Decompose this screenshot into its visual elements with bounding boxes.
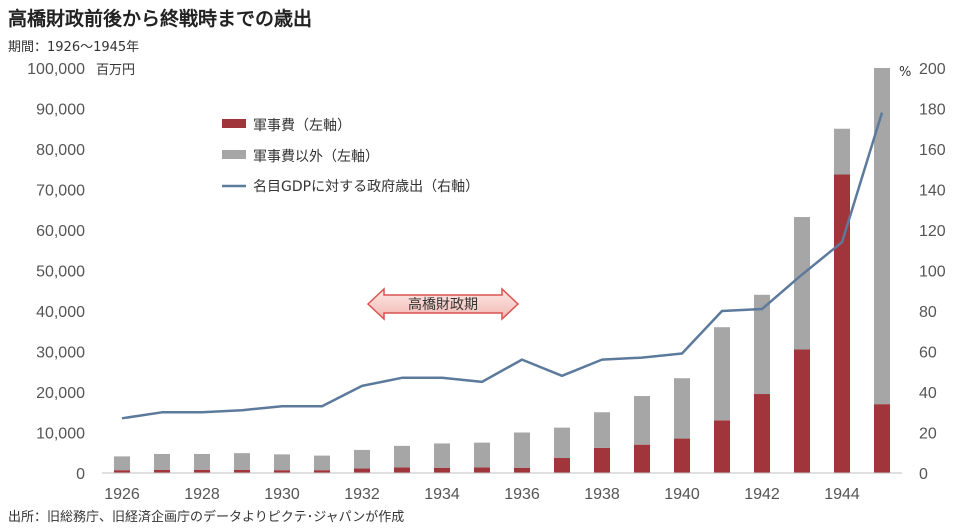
- bar-military-1929: [234, 469, 250, 473]
- chart-period: 期間：1926～1945年: [8, 40, 140, 55]
- bar-military-1941: [714, 420, 730, 473]
- left-tick-label: 40,000: [36, 304, 85, 321]
- left-tick-label: 50,000: [36, 264, 85, 281]
- bar-military-1928: [194, 469, 210, 473]
- takahashi-period-arrow: 高橋財政期: [366, 287, 520, 321]
- legend-label-non-military: 軍事費以外（左軸）: [253, 149, 379, 165]
- right-tick-label: 60: [919, 345, 937, 362]
- bar-non-military-1931: [314, 455, 330, 471]
- left-unit-label: 百万円: [96, 63, 135, 78]
- left-tick-label: 30,000: [36, 345, 85, 362]
- right-tick-label: 20: [919, 426, 937, 443]
- left-tick-label: 20,000: [36, 385, 85, 402]
- bar-non-military-1944: [834, 128, 850, 175]
- x-tick-label: 1934: [424, 486, 460, 503]
- bar-non-military-1943: [794, 217, 810, 350]
- x-tick-label: 1926: [104, 486, 140, 503]
- bar-military-1933: [394, 467, 410, 473]
- bar-military-1940: [674, 438, 690, 473]
- bar-military-1935: [474, 467, 490, 473]
- bar-non-military-1926: [114, 456, 130, 471]
- right-unit-label: %: [899, 65, 911, 80]
- bar-military-1937: [554, 458, 570, 473]
- legend-swatch-non-military: [222, 150, 246, 159]
- x-tick-label: 1940: [664, 486, 700, 503]
- right-tick-label: 180: [919, 102, 946, 119]
- bar-non-military-1932: [354, 449, 370, 469]
- bar-non-military-1930: [274, 454, 290, 471]
- left-tick-label: 60,000: [36, 223, 85, 240]
- bar-non-military-1935: [474, 442, 490, 468]
- bar-military-1934: [434, 467, 450, 473]
- x-tick-label: 1936: [504, 486, 540, 503]
- bar-non-military-1939: [634, 396, 650, 445]
- x-tick-label: 1932: [344, 486, 380, 503]
- right-tick-label: 40: [919, 385, 937, 402]
- bar-military-1943: [794, 349, 810, 473]
- left-tick-label: 70,000: [36, 183, 85, 200]
- legend-swatch-military: [222, 119, 246, 128]
- right-tick-label: 0: [919, 466, 928, 483]
- bar-military-1936: [514, 467, 530, 473]
- x-tick-label: 1942: [744, 486, 780, 503]
- bar-non-military-1937: [554, 427, 570, 459]
- left-tick-label: 80,000: [36, 142, 85, 159]
- bar-military-1938: [594, 447, 610, 473]
- bar-non-military-1929: [234, 453, 250, 470]
- bar-non-military-1933: [394, 445, 410, 468]
- right-tick-label: 80: [919, 304, 937, 321]
- bar-military-1930: [274, 470, 290, 473]
- bar-non-military-1938: [594, 412, 610, 448]
- right-tick-label: 200: [919, 61, 946, 78]
- bar-military-1926: [114, 470, 130, 473]
- x-tick-label: 1944: [824, 486, 860, 503]
- bar-non-military-1936: [514, 432, 530, 468]
- legend-label-military: 軍事費（左軸）: [253, 118, 351, 134]
- bar-non-military-1941: [714, 327, 730, 421]
- left-tick-label: 90,000: [36, 102, 85, 119]
- right-tick-label: 120: [919, 223, 946, 240]
- legend: 軍事費（左軸） 軍事費以外（左軸） 名目GDPに対する政府歳出（右軸）: [222, 118, 479, 195]
- line-gdp-ratio: [121, 112, 884, 420]
- bar-non-military-1942: [754, 294, 770, 395]
- legend-label-gdp-ratio: 名目GDPに対する政府歳出（右軸）: [253, 179, 479, 195]
- chart-source: 出所：旧総務庁、旧経済企画庁のデータよりピクテ･ジャパンが作成: [8, 510, 405, 525]
- left-tick-label: 100,000: [27, 61, 85, 78]
- bar-military-1945: [874, 404, 890, 473]
- bar-non-military-1940: [674, 378, 690, 439]
- right-tick-label: 160: [919, 142, 946, 159]
- bar-non-military-1927: [154, 453, 170, 470]
- x-tick-label: 1938: [584, 486, 620, 503]
- right-tick-label: 140: [919, 183, 946, 200]
- bar-non-military-1945: [874, 68, 890, 405]
- x-tick-label: 1930: [264, 486, 300, 503]
- bar-military-1939: [634, 444, 650, 473]
- bar-military-1932: [354, 468, 370, 473]
- bar-military-1942: [754, 394, 770, 473]
- x-tick-label: 1928: [184, 486, 220, 503]
- bar-non-military-1934: [434, 443, 450, 468]
- left-tick-label: 10,000: [36, 426, 85, 443]
- left-tick-label: 0: [76, 466, 85, 483]
- bar-military-1927: [154, 469, 170, 473]
- right-tick-label: 100: [919, 264, 946, 281]
- takahashi-period-label: 高橋財政期: [408, 296, 478, 313]
- chart-title: 高橋財政前後から終戦時までの歳出: [8, 8, 313, 30]
- bar-non-military-1928: [194, 453, 210, 470]
- double-arrow-icon: [366, 287, 520, 321]
- bar-military-1944: [834, 174, 850, 473]
- bar-military-1931: [314, 470, 330, 473]
